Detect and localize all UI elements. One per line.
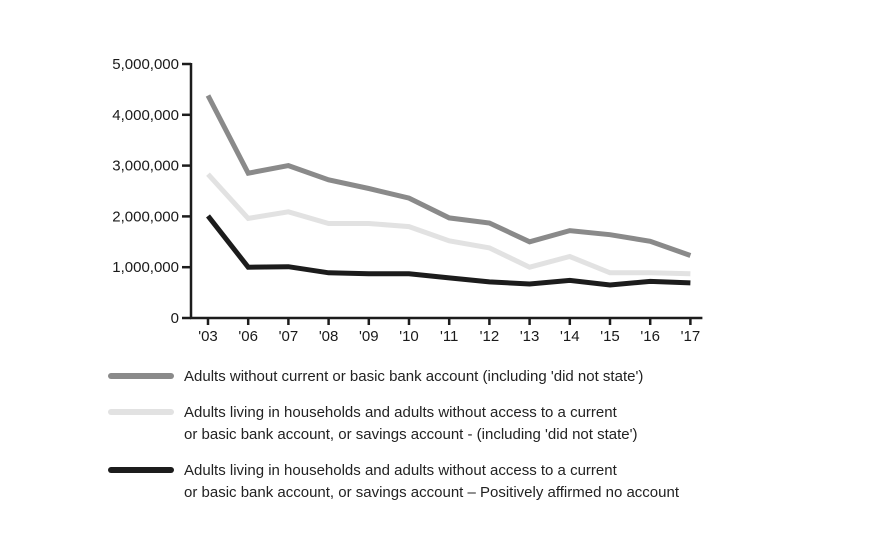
legend-label-3-line-2: or basic bank account, or savings accoun… [184,484,679,501]
legend-item-2: Adults living in households and adults w… [108,402,868,446]
legend-label-2-line-2: or basic bank account, or savings accoun… [184,426,638,443]
chart-axes: 0 1,000,000 2,000,000 3,000,000 4,000,000 5,0… [112,56,703,345]
series-line-2 [206,172,691,277]
legend-label-1: Adults without current or basic bank acc… [184,366,643,388]
legend-label-3-line-1: Adults living in households and adults w… [184,462,617,479]
series-line-1 [205,94,692,258]
legend-swatch-3 [108,467,174,473]
y-tick-label: 2,000,000 [112,208,179,225]
legend-label-2: Adults living in households and adults w… [184,402,637,446]
chart-legend: Adults without current or basic bank acc… [108,366,868,518]
x-tick-label: '09 [359,328,379,345]
x-tick-label: '12 [480,328,500,345]
x-tick-label: '06 [238,328,258,345]
line-chart: 0 1,000,000 2,000,000 3,000,000 4,000,000 5,0… [112,56,703,345]
x-tick-label: '13 [520,328,540,345]
x-tick-label: '14 [560,328,580,345]
x-tick-label: '10 [399,328,419,345]
y-tick-label: 5,000,000 [112,56,179,73]
chart-series-lines [205,94,692,288]
x-tick-label: '15 [600,328,620,345]
x-tick-label: '08 [319,328,339,345]
legend-label-2-line-1: Adults living in households and adults w… [184,404,617,421]
legend-label-3: Adults living in households and adults w… [184,460,679,504]
y-tick-label: 4,000,000 [112,107,179,124]
legend-swatch-1 [108,373,174,379]
x-tick-label: '07 [279,328,299,345]
legend-label-1-line-1: Adults without current or basic bank acc… [184,368,644,385]
x-tick-label: '17 [681,328,701,345]
y-tick-label: 1,000,000 [112,259,179,276]
legend-swatch-2 [108,409,174,415]
legend-item-3: Adults living in households and adults w… [108,460,868,504]
series-line-3 [206,214,691,288]
y-tick-label: 0 [171,310,179,327]
y-tick-label: 3,000,000 [112,158,179,175]
x-tick-label: '03 [198,328,218,345]
x-tick-label: '16 [640,328,660,345]
x-tick-label: '11 [440,328,458,345]
legend-item-1: Adults without current or basic bank acc… [108,366,868,388]
